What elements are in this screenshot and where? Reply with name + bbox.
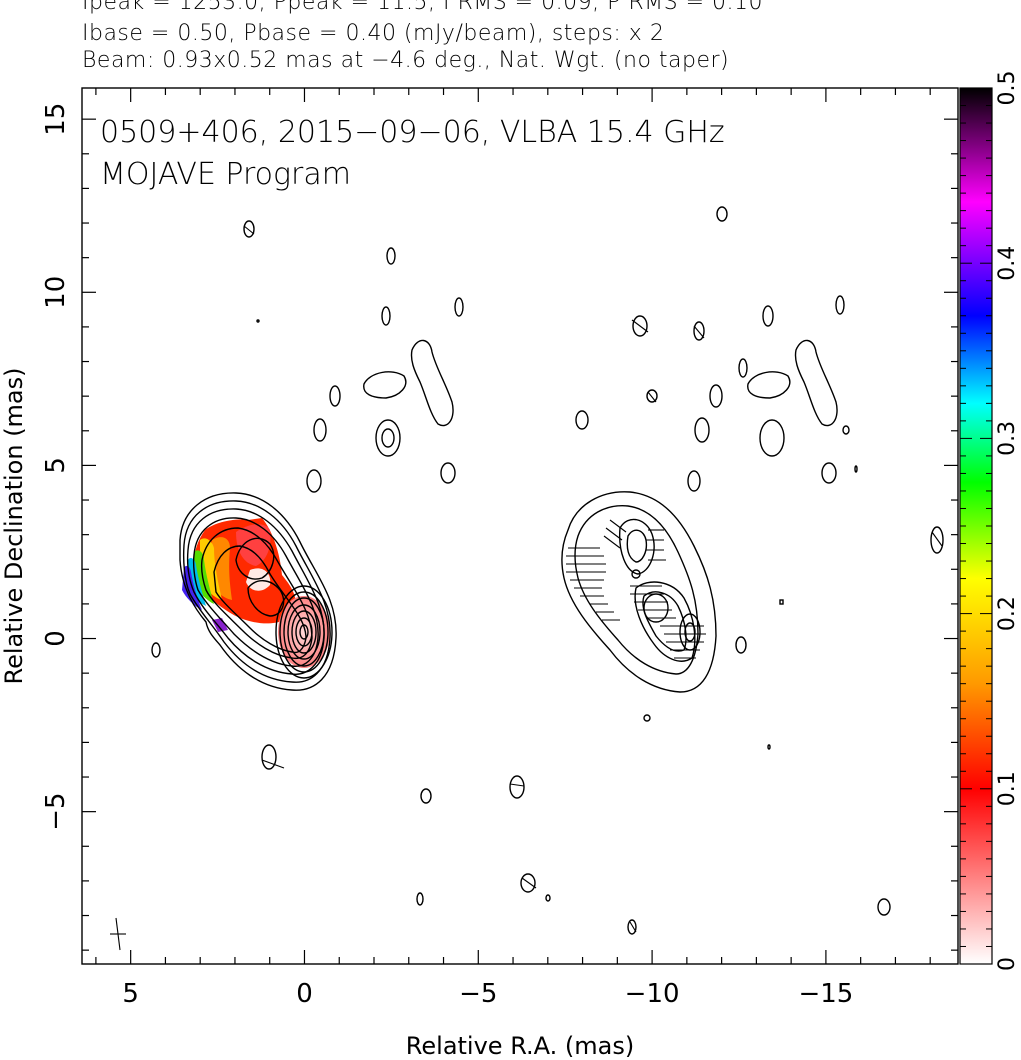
y-axis-label: Relative Declination (mas) bbox=[0, 367, 28, 684]
x-tick-label: 0 bbox=[296, 979, 313, 1009]
colorbar-tick-label: 0.1 bbox=[995, 771, 1020, 806]
x-tick-label: −15 bbox=[798, 979, 853, 1009]
y-tick-label: 5 bbox=[41, 457, 71, 474]
y-tick-label: 0 bbox=[41, 630, 71, 647]
y-tick-label: −5 bbox=[41, 792, 71, 830]
colorbar-tick-label: 0.2 bbox=[995, 596, 1020, 631]
y-axis-ticks bbox=[82, 118, 958, 951]
x-axis-ticks bbox=[95, 88, 931, 964]
y-tick-label: 15 bbox=[41, 103, 71, 136]
colorbar-tick-label: 0.4 bbox=[995, 246, 1020, 281]
colorbar-tick-label: 0 bbox=[995, 957, 1020, 971]
header-line-1: Ipeak = 1253.0, Ppeak = 11.5, I RMS = 0.… bbox=[82, 0, 763, 15]
evpa-vectors bbox=[243, 225, 943, 933]
plot-frame bbox=[81, 87, 959, 965]
colorbar-tick-label: 0.3 bbox=[995, 421, 1020, 456]
x-tick-label: −10 bbox=[625, 979, 680, 1009]
chart-title: 0509+406, 2015−09−06, VLBA 15.4 GHz bbox=[100, 115, 725, 150]
x-tick-label: 5 bbox=[122, 979, 139, 1009]
y-tick-label: 10 bbox=[41, 276, 71, 309]
chart-subtitle: MOJAVE Program bbox=[100, 157, 351, 192]
x-axis-label: Relative R.A. (mas) bbox=[406, 1032, 634, 1060]
y-axis-tick-labels: −5 0 5 10 15 bbox=[41, 103, 71, 831]
x-axis-tick-labels: 5 0 −5 −10 −15 bbox=[122, 979, 853, 1009]
x-tick-label: −5 bbox=[459, 979, 497, 1009]
colorbar-tick-label: 0.5 bbox=[995, 71, 1020, 106]
header-line-3: Beam: 0.93x0.52 mas at −4.6 deg., Nat. W… bbox=[82, 48, 730, 73]
header-line-2: Ibase = 0.50, Pbase = 0.40 (mJy/beam), s… bbox=[82, 21, 665, 46]
beam-marker bbox=[110, 917, 126, 951]
colorbar: 0 0.1 0.2 0.3 0.4 0.5 bbox=[959, 71, 1020, 971]
